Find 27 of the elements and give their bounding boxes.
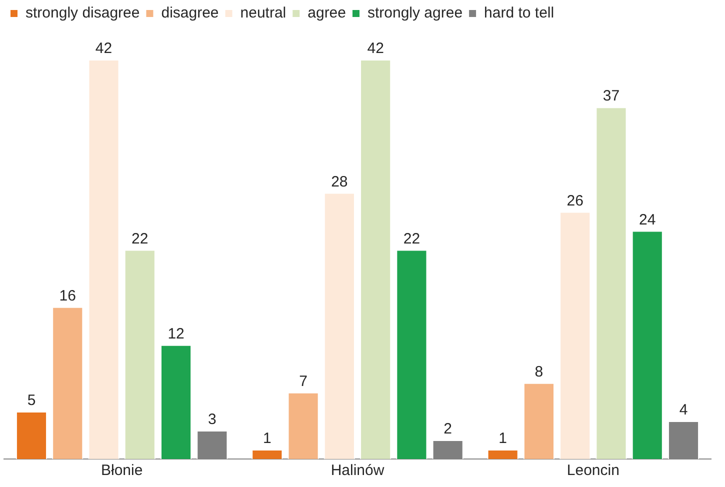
x-tick-label: Leoncin bbox=[566, 462, 620, 480]
data-label: 22 bbox=[132, 230, 148, 248]
data-label: 2 bbox=[444, 420, 452, 438]
data-label: 12 bbox=[168, 326, 184, 343]
data-label: 1 bbox=[498, 430, 507, 448]
legend-label: disagree bbox=[161, 4, 219, 22]
legend-label: strongly disagree bbox=[26, 4, 140, 22]
legend-label: agree bbox=[308, 4, 346, 22]
data-label: 22 bbox=[403, 230, 420, 248]
data-label: 16 bbox=[59, 287, 76, 304]
data-label: 7 bbox=[299, 373, 308, 390]
data-label: 1 bbox=[262, 430, 272, 448]
legend-label: hard to tell bbox=[484, 4, 554, 22]
data-label: 4 bbox=[679, 402, 688, 419]
data-label: 42 bbox=[95, 40, 112, 58]
x-tick-label: Halinów bbox=[330, 462, 384, 480]
data-label: 28 bbox=[331, 173, 348, 190]
data-label: 26 bbox=[566, 192, 584, 210]
data-label: 5 bbox=[27, 392, 36, 410]
x-tick-label: Błonie bbox=[100, 462, 143, 480]
data-label: 37 bbox=[602, 88, 620, 105]
data-label: 8 bbox=[534, 364, 544, 381]
legend-label: strongly agree bbox=[367, 4, 463, 22]
data-label: 42 bbox=[367, 40, 384, 58]
legend-label: neutral bbox=[240, 4, 286, 22]
data-label: 3 bbox=[208, 411, 216, 428]
data-label: 24 bbox=[639, 211, 656, 228]
